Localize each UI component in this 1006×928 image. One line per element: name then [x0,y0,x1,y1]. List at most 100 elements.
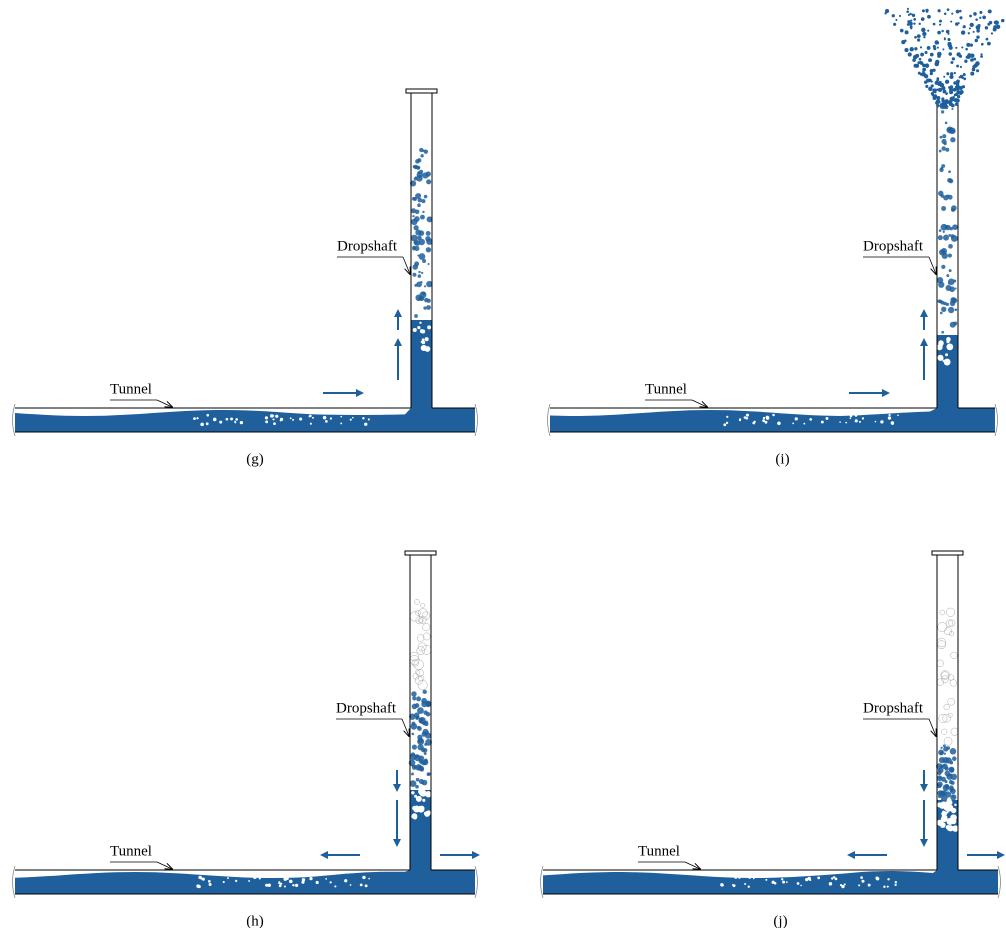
bubble [949,286,955,293]
bubble [234,421,237,424]
bubble [424,337,429,342]
bubble [418,765,425,772]
spray-drop [913,18,917,21]
bubble [785,881,788,884]
bubble [414,209,420,215]
bubble [412,272,417,277]
spray-drop [950,60,954,64]
spray-drop [969,22,974,28]
bubble [861,879,865,883]
bubble [820,420,824,424]
spray-drop [913,63,918,68]
bubble [200,422,204,427]
bubble [949,748,957,755]
bubble [417,203,421,208]
bubble [732,884,735,887]
bubble [764,420,768,424]
bubble [415,795,422,802]
spray-drop [959,9,962,13]
spray-drop [954,102,959,107]
spray-drop [1000,18,1005,23]
bubble [248,880,251,882]
spray-drop [934,40,939,45]
bubble [422,149,425,152]
spray-drop [907,20,911,24]
bubble [413,765,417,769]
bubble [253,875,257,879]
bubble [421,779,428,786]
foam [950,651,958,659]
bubble [949,785,954,791]
bubble [939,135,943,139]
bubble [772,413,775,417]
bubble [222,881,225,884]
tunnel-label: Tunnel [110,381,152,397]
bubble [417,707,424,714]
leader [401,718,409,736]
bubble [423,306,427,310]
bubble [309,877,313,881]
foam [415,610,421,616]
bubble [411,772,414,776]
bubble [286,877,289,881]
bubble [940,801,947,808]
tunnel-end [997,865,1001,899]
bubble [235,879,238,883]
spray-drop [976,35,980,39]
foam [937,622,948,633]
spray-drop [953,71,956,75]
spray-drop [955,46,958,49]
bubble [258,877,261,880]
dropshaft-label: Dropshaft [863,238,924,254]
spray-drop [910,19,913,22]
bubble [792,422,795,425]
bubble [301,878,306,882]
bubble [944,791,952,798]
spray-drop [933,97,937,100]
shaft-cap [405,88,438,94]
spray-drop [955,84,960,88]
bubble [352,416,354,419]
bubble [849,414,853,418]
bubble [949,226,954,231]
bubble [411,813,418,820]
bubble [945,353,948,357]
spray-drop [993,20,998,24]
foam [418,615,427,624]
spray-drop [959,65,963,69]
spray-drop [950,98,955,102]
bubble [315,880,319,885]
bubble [765,878,768,881]
bubble [423,758,428,763]
spray-drop [925,84,929,88]
bubble [212,417,217,422]
spray-drop [891,14,895,18]
spray-drop [928,78,932,83]
bubble [765,416,770,420]
spray-drop [956,94,961,99]
bubble [947,177,952,183]
bubble [854,414,858,417]
bubble [422,172,429,179]
shaft-water [410,790,431,870]
bubble [414,754,421,762]
bubble [425,235,431,242]
foam [418,608,428,619]
spray-drop [967,32,970,35]
bubble [944,780,948,784]
spray-drop [945,100,949,104]
bubble [947,278,955,286]
tunnel-label: Tunnel [638,843,680,859]
tunnel-end [12,865,16,899]
spray-drop [956,64,960,68]
spray-drop [935,100,939,105]
shaft-cap [931,550,964,556]
spray-drop [957,89,960,92]
foam [944,627,953,636]
bubble [748,876,751,879]
spray-drop [946,8,950,12]
bubble [265,883,269,887]
spray-drop [946,72,949,75]
bubble [349,884,352,886]
bubble [945,804,953,812]
